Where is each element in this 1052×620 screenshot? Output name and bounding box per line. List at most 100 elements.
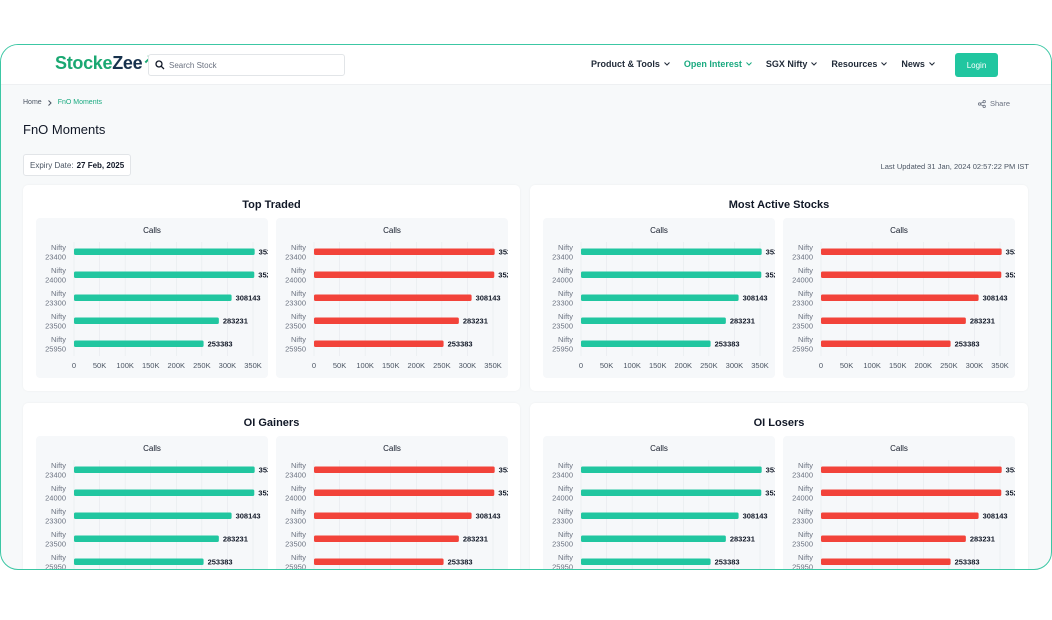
nav-item-news[interactable]: News [901, 59, 935, 69]
tick-label: 250K [700, 361, 718, 370]
bar [314, 271, 495, 278]
category-label: 23400 [45, 471, 66, 480]
bar-chart: Nifty23400353276Nifty24000352527Nifty233… [552, 460, 775, 571]
category-label: Nifty [51, 507, 66, 516]
tick-label: 0 [579, 361, 583, 370]
data-label: 352527 [498, 489, 508, 498]
data-label: 283231 [463, 317, 488, 326]
page-title: FnO Moments [23, 122, 106, 137]
tick-label: 300K [966, 361, 984, 370]
bar [581, 466, 762, 473]
nav-item-open-interest[interactable]: Open Interest [684, 59, 752, 69]
nav-item-label: SGX Nifty [765, 59, 808, 69]
bar [821, 248, 1002, 255]
category-label: 25950 [285, 563, 306, 571]
category-label: Nifty [558, 312, 573, 321]
bar-chart: Nifty23400353276Nifty24000352527Nifty233… [552, 242, 775, 370]
data-label: 283231 [223, 317, 248, 326]
category-label: Nifty [798, 507, 813, 516]
category-label: 23500 [45, 322, 66, 331]
breadcrumb-home[interactable]: Home [23, 99, 42, 106]
category-label: 25950 [552, 345, 573, 354]
nav-item-product-tools[interactable]: Product & Tools [591, 59, 670, 69]
category-label: 23500 [792, 322, 813, 331]
expiry-date-selector[interactable]: Expiry Date: 27 Feb, 2025 [23, 154, 132, 176]
tick-label: 100K [116, 361, 134, 370]
nav-item-label: Open Interest [683, 59, 742, 69]
bar [74, 340, 204, 347]
chart-card: Calls Nifty23400353276Nifty24000352527Ni… [36, 218, 268, 378]
section-title: Top Traded [242, 199, 301, 211]
category-label: Nifty [51, 553, 66, 562]
data-label: 253383 [448, 340, 473, 349]
bar [581, 558, 711, 565]
tick-label: 250K [433, 361, 451, 370]
bar [581, 535, 726, 542]
logo-text: Stocke [55, 53, 113, 73]
data-label: 253383 [208, 340, 233, 349]
data-label: 283231 [970, 535, 995, 544]
category-label: 23300 [552, 299, 573, 308]
tick-label: 350K [991, 361, 1009, 370]
tick-label: 50K [840, 361, 853, 370]
chart-title: Calls [143, 226, 161, 235]
chart-card: Calls Nifty23400353276Nifty24000352527Ni… [276, 436, 508, 571]
category-label: 23400 [285, 253, 306, 262]
section-top-traded: Top Traded Calls Nifty23400353276Nifty24… [23, 185, 520, 391]
login-button[interactable]: Login [955, 53, 998, 77]
category-label: 23500 [552, 540, 573, 549]
tick-label: 300K [219, 361, 237, 370]
data-label: 352527 [765, 271, 775, 280]
search-box[interactable] [148, 54, 345, 76]
bar [581, 489, 762, 496]
data-label: 283231 [970, 317, 995, 326]
nav-item-label: Product & Tools [591, 59, 660, 69]
chevron-down-icon [663, 62, 670, 66]
category-label: Nifty [798, 484, 813, 493]
nav-item-sgx-nifty[interactable]: SGX Nifty [766, 59, 818, 69]
section-title: OI Gainers [243, 417, 300, 429]
category-label: Nifty [291, 266, 306, 275]
nav-item-resources[interactable]: Resources [831, 59, 888, 69]
data-label: 352527 [258, 489, 268, 498]
bar [821, 340, 951, 347]
data-label: 253383 [448, 558, 473, 567]
logo[interactable]: StockeZee➚ [55, 51, 154, 74]
category-label: Nifty [51, 530, 66, 539]
category-label: Nifty [558, 289, 573, 298]
category-label: 24000 [552, 494, 573, 503]
tick-label: 200K [408, 361, 426, 370]
browser-frame: StockeZee➚ Product & Tools Open Interest… [0, 44, 1052, 570]
section-oi-losers: OI Losers Calls Nifty23400353276Nifty240… [530, 403, 1028, 571]
category-label: Nifty [558, 243, 573, 252]
search-input[interactable] [169, 58, 339, 73]
bar-chart: Nifty23400353276Nifty24000352527Nifty233… [792, 460, 1015, 569]
category-label: 23300 [792, 299, 813, 308]
category-label: 24000 [792, 494, 813, 503]
tick-label: 100K [623, 361, 641, 370]
category-label: 25950 [552, 563, 573, 571]
share-button[interactable]: Share [978, 99, 1010, 108]
bar-chart: Nifty23400353276Nifty24000352527Nifty233… [285, 242, 508, 370]
bar [74, 535, 219, 542]
category-label: Nifty [291, 553, 306, 562]
tick-label: 150K [382, 361, 400, 370]
category-label: 23400 [552, 471, 573, 480]
bar [74, 248, 255, 255]
category-label: 23300 [552, 517, 573, 526]
category-label: Nifty [798, 289, 813, 298]
data-label: 353276 [1006, 466, 1015, 475]
data-label: 283231 [730, 535, 755, 544]
bar [314, 535, 459, 542]
category-label: 23400 [552, 253, 573, 262]
section-title: Most Active Stocks [728, 199, 830, 211]
data-label: 353276 [499, 466, 508, 475]
bar [74, 466, 255, 473]
category-label: 23300 [285, 299, 306, 308]
category-label: Nifty [558, 530, 573, 539]
category-label: Nifty [291, 530, 306, 539]
chart-card: Calls Nifty23400353276Nifty24000352527Ni… [543, 218, 775, 378]
category-label: 23500 [285, 322, 306, 331]
navbar: StockeZee➚ Product & Tools Open Interest… [1, 45, 1051, 85]
bar [581, 340, 711, 347]
